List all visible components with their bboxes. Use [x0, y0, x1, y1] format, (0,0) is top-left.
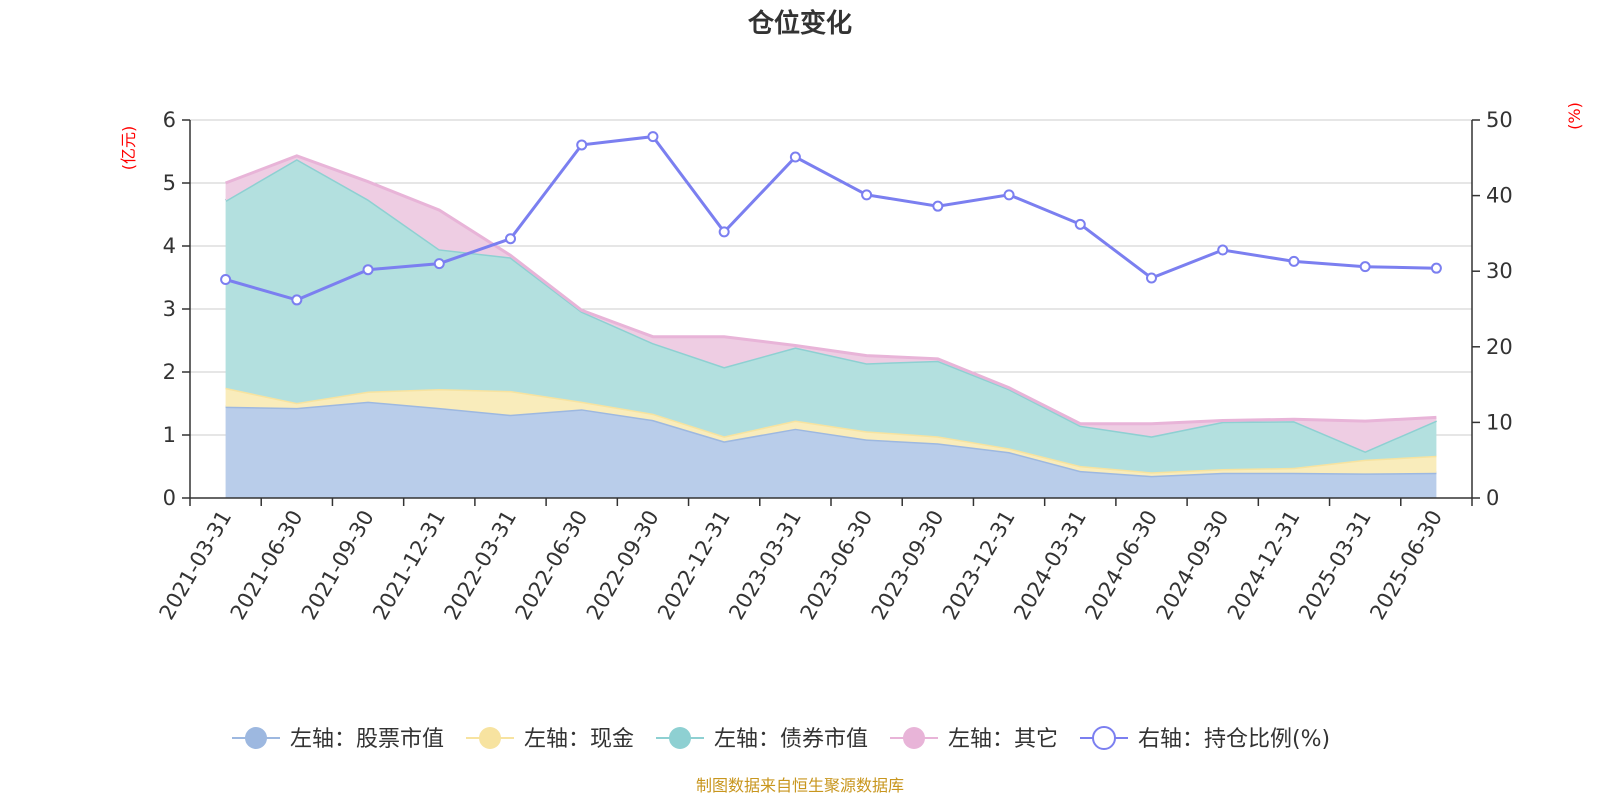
- x-tick-label: 2024-06-30: [1080, 506, 1162, 624]
- right-tick-label: 10: [1486, 410, 1513, 434]
- legend-label: 左轴：其它: [948, 727, 1058, 752]
- position-ratio-point: [789, 151, 801, 163]
- x-tick-label: 2025-03-31: [1294, 506, 1376, 624]
- x-tick-label: 2024-03-31: [1009, 506, 1091, 624]
- left-tick-label: 3: [163, 297, 176, 321]
- position-ratio-point: [362, 264, 374, 276]
- position-ratio-point: [1146, 272, 1157, 284]
- right-tick-label: 20: [1486, 335, 1513, 359]
- left-tick-label: 6: [163, 108, 176, 132]
- x-tick-label: 2021-12-31: [368, 506, 450, 624]
- position-ratio-point: [1003, 189, 1015, 201]
- left-axis-unit: (亿元): [119, 126, 138, 171]
- legend-marker-icon: [903, 727, 925, 749]
- x-tick-label: 2022-09-30: [582, 506, 664, 624]
- position-ratio-point: [861, 189, 873, 201]
- x-tick-label: 2022-06-30: [511, 506, 593, 624]
- legend-label: 左轴：债券市值: [714, 727, 868, 752]
- area-左轴：股票市值: [225, 401, 1437, 498]
- source-note: 制图数据来自恒生聚源数据库: [696, 776, 904, 795]
- position-ratio-point: [1217, 244, 1229, 256]
- left-tick-label: 4: [163, 234, 176, 258]
- x-tick-label: 2021-03-31: [154, 506, 236, 624]
- position-ratio-point: [718, 226, 730, 238]
- x-tick-label: 2024-09-30: [1152, 506, 1234, 624]
- x-tick-label: 2022-03-31: [439, 506, 521, 624]
- right-tick-label: 50: [1486, 108, 1513, 132]
- left-tick-label: 5: [163, 171, 176, 195]
- x-tick-label: 2023-06-30: [795, 506, 877, 624]
- x-tick-label: 2023-03-31: [724, 506, 806, 624]
- area-左轴：其它: [225, 155, 1437, 452]
- legend-marker-icon: [669, 727, 691, 749]
- position-ratio-point: [1074, 218, 1086, 230]
- right-axis-unit: (%): [1565, 102, 1584, 130]
- x-tick-label: 2021-06-30: [226, 506, 308, 624]
- area-edge-左轴：其它: [225, 154, 1437, 426]
- right-tick-label: 40: [1486, 184, 1513, 208]
- position-ratio-point: [1359, 261, 1371, 273]
- right-tick-label: 30: [1486, 259, 1513, 283]
- stacked-areas: [224, 154, 1437, 498]
- position-ratio-point: [433, 258, 445, 270]
- x-tick-label: 2023-12-31: [938, 506, 1020, 624]
- position-ratio-point: [505, 233, 516, 245]
- legend-item: 左轴：现金: [466, 727, 634, 752]
- left-tick-label: 1: [163, 423, 176, 447]
- position-ratio-line: [220, 131, 1442, 306]
- x-tick-label: 2024-12-31: [1223, 506, 1305, 624]
- right-tick-label: 0: [1486, 486, 1499, 510]
- position-ratio-point: [932, 200, 944, 212]
- legend-item: 左轴：股票市值: [232, 727, 444, 752]
- legend-label: 右轴：持仓比例(%): [1138, 727, 1330, 752]
- area-左轴：现金: [225, 387, 1437, 476]
- x-tick-label: 2021-09-30: [297, 506, 379, 624]
- legend: 左轴：股票市值 左轴：现金 左轴：债券市值 左轴：其它 右轴：持仓比例(%): [232, 726, 1330, 752]
- position-ratio-point: [291, 294, 303, 306]
- position-ratio-path: [225, 135, 1437, 302]
- position-ratio-point: [220, 274, 232, 286]
- x-tick-label: 2025-06-30: [1365, 506, 1447, 624]
- area-左轴：债券市值: [225, 159, 1437, 473]
- position-ratio-point: [647, 131, 659, 143]
- chart-title: 仓位变化: [747, 8, 852, 39]
- position-ratio-point: [1430, 262, 1442, 274]
- legend-item: 右轴：持仓比例(%): [1080, 726, 1330, 752]
- legend-marker-icon: [479, 727, 501, 749]
- position-ratio-point: [576, 139, 588, 151]
- legend-marker-icon: [1092, 726, 1116, 750]
- x-tick-label: 2023-09-30: [867, 506, 949, 624]
- legend-item: 左轴：其它: [890, 727, 1058, 752]
- x-tick-label: 2022-12-31: [653, 506, 735, 624]
- legend-marker-icon: [245, 727, 267, 749]
- position-ratio-point: [1288, 255, 1300, 267]
- left-tick-label: 0: [163, 486, 176, 510]
- legend-label: 左轴：现金: [524, 727, 634, 752]
- legend-item: 左轴：债券市值: [656, 727, 868, 752]
- legend-label: 左轴：股票市值: [290, 727, 444, 752]
- left-tick-label: 2: [163, 360, 176, 384]
